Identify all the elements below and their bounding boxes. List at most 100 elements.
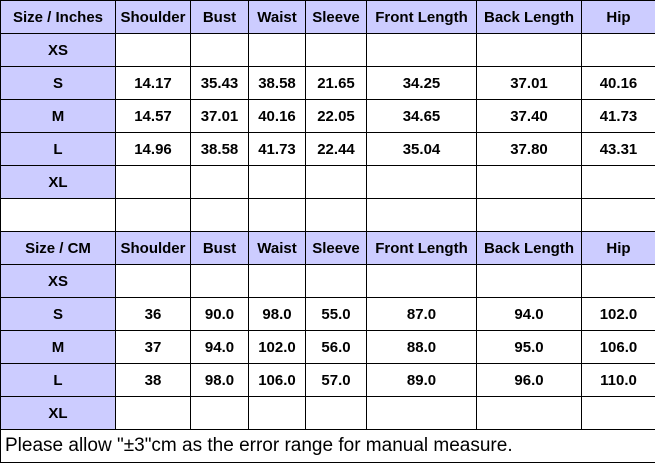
value-cell: 37.80 bbox=[476, 132, 582, 166]
value-cell: 89.0 bbox=[366, 363, 477, 397]
value-cell bbox=[366, 33, 477, 67]
value-cell bbox=[581, 165, 655, 199]
value-cell bbox=[305, 396, 367, 430]
size-cell: S bbox=[0, 297, 116, 331]
value-cell: 37.01 bbox=[190, 99, 249, 133]
size-cell: L bbox=[0, 363, 116, 397]
value-cell: 35.43 bbox=[190, 66, 249, 100]
note: Please allow "±3"cm as the error range f… bbox=[0, 429, 655, 463]
size-cell: M bbox=[0, 330, 116, 364]
value-cell: 35.04 bbox=[366, 132, 477, 166]
value-cell: 21.65 bbox=[305, 66, 367, 100]
header-cell: Waist bbox=[248, 0, 306, 34]
spacer-cell bbox=[305, 198, 367, 232]
spacer-cell bbox=[476, 198, 582, 232]
table-row: M 37 94.0 102.0 56.0 88.0 95.0 106.0 bbox=[0, 330, 655, 364]
header-cell: Front Length bbox=[366, 231, 477, 265]
value-cell bbox=[476, 264, 582, 298]
table-row: Size / Inches Shoulder Bust Waist Sleeve Fron… bbox=[0, 0, 655, 34]
value-cell bbox=[366, 264, 477, 298]
value-cell: 106.0 bbox=[581, 330, 655, 364]
size-cell: M bbox=[0, 99, 116, 133]
size-cell: XL bbox=[0, 396, 116, 430]
table-row: XS bbox=[0, 264, 655, 298]
header-cell: Waist bbox=[248, 231, 306, 265]
header-cell: Bust bbox=[190, 0, 249, 34]
header-cell: Size / CM bbox=[0, 231, 116, 265]
header-cell: Sleeve bbox=[305, 0, 367, 34]
value-cell bbox=[190, 33, 249, 67]
header-cell: Hip bbox=[581, 231, 655, 265]
value-cell bbox=[190, 165, 249, 199]
value-cell bbox=[476, 165, 582, 199]
table-row bbox=[0, 198, 655, 232]
value-cell: 56.0 bbox=[305, 330, 367, 364]
value-cell: 38 bbox=[115, 363, 191, 397]
table-row: S 14.17 35.43 38.58 21.65 34.25 37.01 40.16 bbox=[0, 66, 655, 100]
header-cell: Sleeve bbox=[305, 231, 367, 265]
header-cell: Bust bbox=[190, 231, 249, 265]
value-cell: 41.73 bbox=[248, 132, 306, 166]
spacer-cell bbox=[0, 198, 116, 232]
size-cell: XL bbox=[0, 165, 116, 199]
value-cell: 22.44 bbox=[305, 132, 367, 166]
table-row: S 36 90.0 98.0 55.0 87.0 94.0 102.0 bbox=[0, 297, 655, 331]
table-row: M 14.57 37.01 40.16 22.05 34.65 37.40 41.73 bbox=[0, 99, 655, 133]
header-cell: Back Length bbox=[476, 0, 582, 34]
value-cell bbox=[190, 264, 249, 298]
header-cell: Back Length bbox=[476, 231, 582, 265]
value-cell: 98.0 bbox=[248, 297, 306, 331]
size-cell: XS bbox=[0, 33, 116, 67]
value-cell: 95.0 bbox=[476, 330, 582, 364]
size-cell: XS bbox=[0, 264, 116, 298]
spacer-cell bbox=[248, 198, 306, 232]
header-cell: Shoulder bbox=[115, 231, 191, 265]
value-cell bbox=[115, 396, 191, 430]
value-cell: 14.17 bbox=[115, 66, 191, 100]
spacer-cell bbox=[115, 198, 191, 232]
value-cell bbox=[190, 396, 249, 430]
table-row: XS bbox=[0, 33, 655, 67]
value-cell: 55.0 bbox=[305, 297, 367, 331]
value-cell: 37 bbox=[115, 330, 191, 364]
value-cell bbox=[581, 396, 655, 430]
value-cell: 37.01 bbox=[476, 66, 582, 100]
value-cell: 88.0 bbox=[366, 330, 477, 364]
value-cell: 96.0 bbox=[476, 363, 582, 397]
value-cell bbox=[248, 264, 306, 298]
value-cell: 106.0 bbox=[248, 363, 306, 397]
value-cell bbox=[115, 33, 191, 67]
spacer-cell bbox=[366, 198, 477, 232]
value-cell bbox=[248, 165, 306, 199]
table-row: Size / CM Shoulder Bust Waist Sleeve Front Le… bbox=[0, 231, 655, 265]
value-cell bbox=[366, 165, 477, 199]
value-cell bbox=[305, 33, 367, 67]
size-cell: S bbox=[0, 66, 116, 100]
value-cell bbox=[115, 264, 191, 298]
value-cell bbox=[581, 33, 655, 67]
value-cell: 37.40 bbox=[476, 99, 582, 133]
value-cell: 40.16 bbox=[248, 99, 306, 133]
value-cell: 98.0 bbox=[190, 363, 249, 397]
value-cell: 22.05 bbox=[305, 99, 367, 133]
header-cell: Hip bbox=[581, 0, 655, 34]
table-row: XL bbox=[0, 165, 655, 199]
header-cell: Shoulder bbox=[115, 0, 191, 34]
value-cell bbox=[115, 165, 191, 199]
value-cell: 90.0 bbox=[190, 297, 249, 331]
value-cell: 34.65 bbox=[366, 99, 477, 133]
value-cell bbox=[305, 165, 367, 199]
spacer-cell bbox=[190, 198, 249, 232]
size-cell: L bbox=[0, 132, 116, 166]
table-row: XL bbox=[0, 396, 655, 430]
value-cell bbox=[366, 396, 477, 430]
value-cell bbox=[581, 264, 655, 298]
value-cell: 102.0 bbox=[581, 297, 655, 331]
value-cell bbox=[476, 33, 582, 67]
value-cell: 110.0 bbox=[581, 363, 655, 397]
value-cell: 38.58 bbox=[190, 132, 249, 166]
value-cell: 43.31 bbox=[581, 132, 655, 166]
value-cell: 94.0 bbox=[476, 297, 582, 331]
